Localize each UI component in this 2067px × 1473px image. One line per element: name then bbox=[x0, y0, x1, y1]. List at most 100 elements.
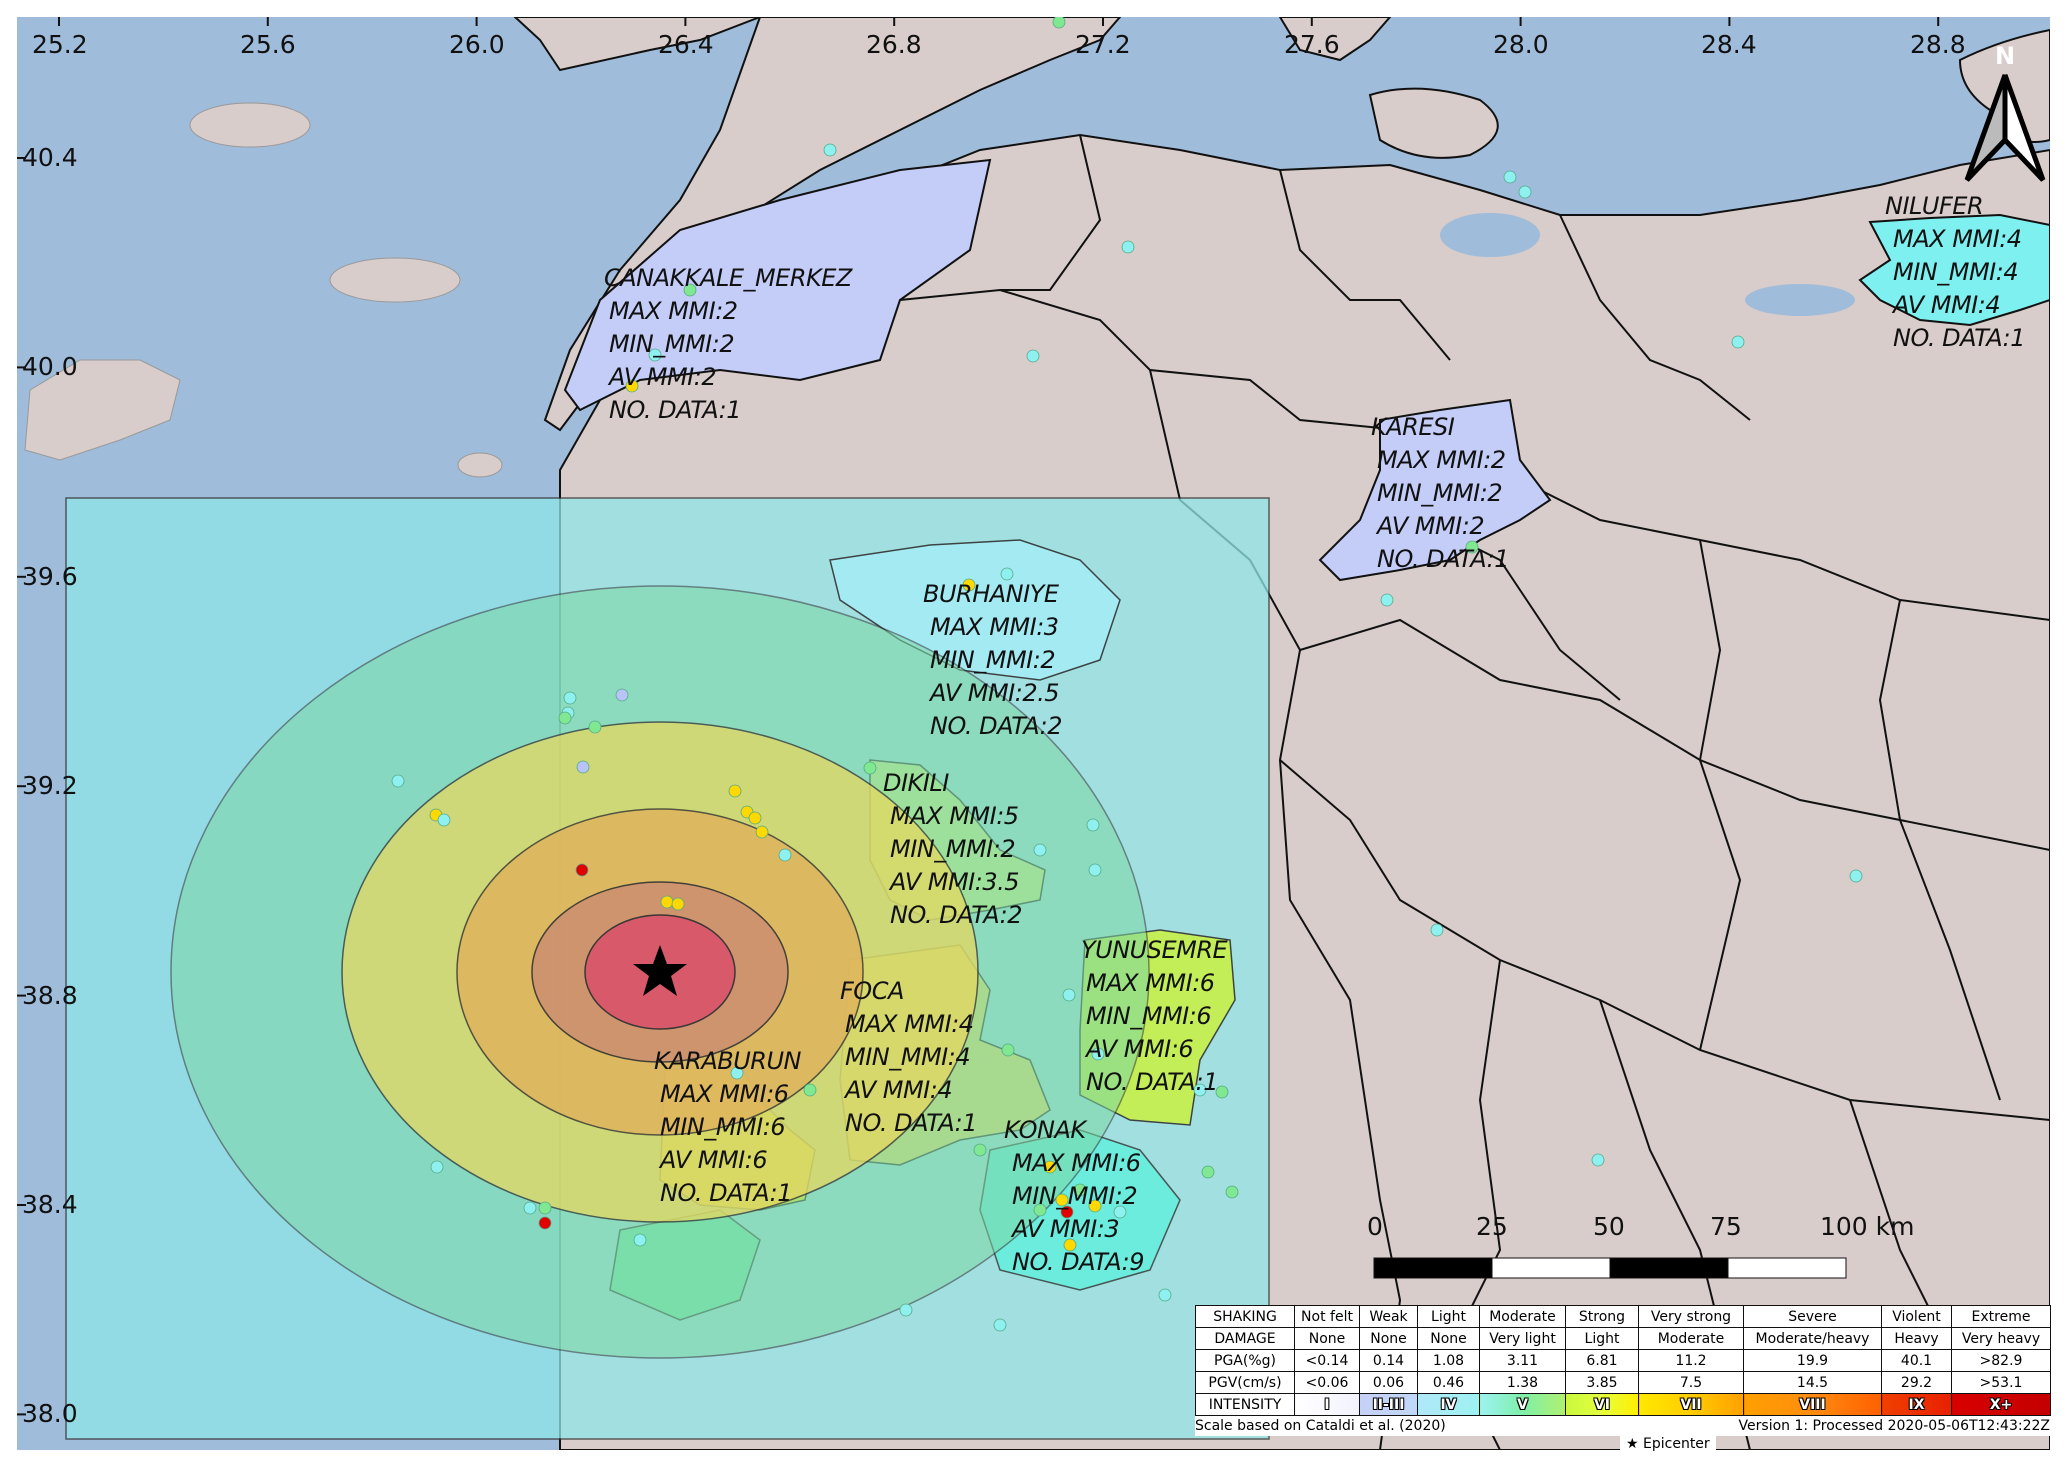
station-marker[interactable] bbox=[1503, 170, 1517, 184]
lat-tick-label: 40.0 bbox=[22, 352, 78, 381]
station-marker[interactable] bbox=[437, 813, 451, 827]
station-marker[interactable] bbox=[1849, 869, 1863, 883]
legend-cell: Moderate bbox=[1479, 1305, 1566, 1328]
av-mmi: AV MMI:2.5 bbox=[930, 679, 1060, 707]
station-marker[interactable] bbox=[863, 761, 877, 775]
station-marker[interactable] bbox=[625, 379, 639, 393]
district-label-foca: FOCA MAX MMI:4 MIN_MMI:4 AV MMI:4 NO. DA… bbox=[840, 975, 977, 1140]
station-marker[interactable] bbox=[660, 895, 674, 909]
station-marker[interactable] bbox=[1088, 1199, 1102, 1213]
district-nilufer[interactable] bbox=[1858, 213, 2050, 327]
max-mmi: MAX MMI:6 bbox=[660, 1080, 789, 1108]
max-mmi: MAX MMI:3 bbox=[930, 613, 1059, 641]
station-marker[interactable] bbox=[778, 848, 792, 862]
lat-tick-label: 38.8 bbox=[22, 981, 78, 1010]
station-marker[interactable] bbox=[1113, 1205, 1127, 1219]
station-marker[interactable] bbox=[1033, 843, 1047, 857]
station-marker[interactable] bbox=[1060, 1205, 1074, 1219]
station-marker[interactable] bbox=[803, 1083, 817, 1097]
station-marker[interactable] bbox=[1380, 593, 1394, 607]
station-marker[interactable] bbox=[558, 711, 572, 725]
station-marker[interactable] bbox=[588, 720, 602, 734]
district-canakkale-merkez[interactable] bbox=[563, 158, 992, 412]
station-marker[interactable] bbox=[1063, 1238, 1077, 1252]
station-marker[interactable] bbox=[1591, 1153, 1605, 1167]
station-marker[interactable] bbox=[1001, 1043, 1015, 1057]
legend-row: PGV(cm/s) <0.06 0.06 0.46 1.38 3.85 7.5 14.5 29.… bbox=[1195, 1371, 2051, 1394]
legend-row-header: PGA(%g) bbox=[1195, 1349, 1295, 1372]
station-marker[interactable] bbox=[1465, 540, 1479, 554]
station-marker[interactable] bbox=[1121, 240, 1135, 254]
station-marker[interactable] bbox=[728, 784, 742, 798]
station-marker[interactable] bbox=[1086, 818, 1100, 832]
station-marker[interactable] bbox=[1193, 1083, 1207, 1097]
station-marker[interactable] bbox=[748, 811, 762, 825]
lat-tick-label: 39.2 bbox=[22, 771, 78, 800]
min-mmi: MIN_MMI:6 bbox=[660, 1113, 786, 1141]
station-marker[interactable] bbox=[615, 688, 629, 702]
station-marker[interactable] bbox=[430, 1160, 444, 1174]
station-marker[interactable] bbox=[1215, 1085, 1229, 1099]
lon-tick-label: 27.2 bbox=[1075, 30, 1131, 59]
station-marker[interactable] bbox=[1073, 1183, 1087, 1197]
station-marker[interactable] bbox=[683, 283, 697, 297]
station-marker[interactable] bbox=[1158, 1288, 1172, 1302]
axis-ticks bbox=[17, 17, 1940, 1416]
station-marker[interactable] bbox=[1731, 335, 1745, 349]
station-marker[interactable] bbox=[538, 1201, 552, 1215]
epicenter-star-icon[interactable] bbox=[633, 945, 687, 996]
scale-bar bbox=[1373, 1257, 1847, 1279]
station-marker[interactable] bbox=[1062, 988, 1076, 1002]
north-label: N bbox=[1995, 42, 2016, 70]
station-marker[interactable] bbox=[671, 897, 685, 911]
station-marker[interactable] bbox=[1055, 1193, 1069, 1207]
station-marker[interactable] bbox=[730, 1066, 744, 1080]
district-name: YUNUSEMRE bbox=[1081, 936, 1228, 964]
station-marker[interactable] bbox=[962, 578, 976, 592]
station-marker[interactable] bbox=[1518, 185, 1532, 199]
station-marker[interactable] bbox=[563, 691, 577, 705]
district-karesi[interactable] bbox=[1318, 398, 1552, 582]
lon-tick-label: 25.6 bbox=[240, 30, 296, 59]
av-mmi: AV MMI:6 bbox=[1086, 1035, 1194, 1063]
legend-cell: Light bbox=[1417, 1305, 1480, 1328]
station-marker[interactable] bbox=[899, 1303, 913, 1317]
station-marker[interactable] bbox=[1225, 1185, 1239, 1199]
station-marker[interactable] bbox=[823, 143, 837, 157]
station-marker[interactable] bbox=[1201, 1165, 1215, 1179]
station-marker[interactable] bbox=[1052, 16, 1066, 29]
max-mmi: MAX MMI:6 bbox=[1012, 1149, 1141, 1177]
no-data: NO. DATA:2 bbox=[890, 901, 1022, 929]
station-marker[interactable] bbox=[973, 1143, 987, 1157]
station-markers bbox=[391, 16, 1863, 1332]
legend-cell: Not felt bbox=[1294, 1305, 1360, 1328]
station-marker[interactable] bbox=[576, 760, 590, 774]
district-label-nilufer: NILUFER MAX MMI:4 MIN_MMI:4 AV MMI:4 NO.… bbox=[1885, 190, 2025, 355]
station-marker[interactable] bbox=[648, 348, 662, 362]
district-label-yunusemre: YUNUSEMRE MAX MMI:6 MIN_MMI:6 AV MMI:6 N… bbox=[1081, 934, 1228, 1099]
scale-label: 0 bbox=[1367, 1212, 1383, 1241]
station-marker[interactable] bbox=[1000, 567, 1014, 581]
station-marker[interactable] bbox=[633, 1233, 647, 1247]
no-data: NO. DATA:1 bbox=[1086, 1068, 1218, 1096]
station-marker[interactable] bbox=[755, 825, 769, 839]
legend-cell: 14.5 bbox=[1743, 1371, 1882, 1394]
station-marker[interactable] bbox=[1033, 1203, 1047, 1217]
station-marker[interactable] bbox=[523, 1201, 537, 1215]
legend-cell: >82.9 bbox=[1951, 1349, 2051, 1372]
station-marker[interactable] bbox=[1043, 1160, 1057, 1174]
station-marker[interactable] bbox=[575, 863, 589, 877]
station-marker[interactable] bbox=[1430, 923, 1444, 937]
station-marker[interactable] bbox=[391, 774, 405, 788]
station-marker[interactable] bbox=[1091, 1047, 1105, 1061]
district-label-burhaniye: BURHANIYE MAX MMI:3 MIN_MMI:2 AV MMI:2.5… bbox=[923, 578, 1062, 743]
district-name: KARABURUN bbox=[654, 1047, 801, 1075]
station-marker[interactable] bbox=[538, 1216, 552, 1230]
station-marker[interactable] bbox=[993, 1318, 1007, 1332]
station-marker[interactable] bbox=[1088, 863, 1102, 877]
min-mmi: MIN_MMI:2 bbox=[890, 835, 1016, 863]
legend-cell: Very strong bbox=[1638, 1305, 1744, 1328]
station-marker[interactable] bbox=[1026, 349, 1040, 363]
legend-cell: Weak bbox=[1359, 1305, 1418, 1328]
